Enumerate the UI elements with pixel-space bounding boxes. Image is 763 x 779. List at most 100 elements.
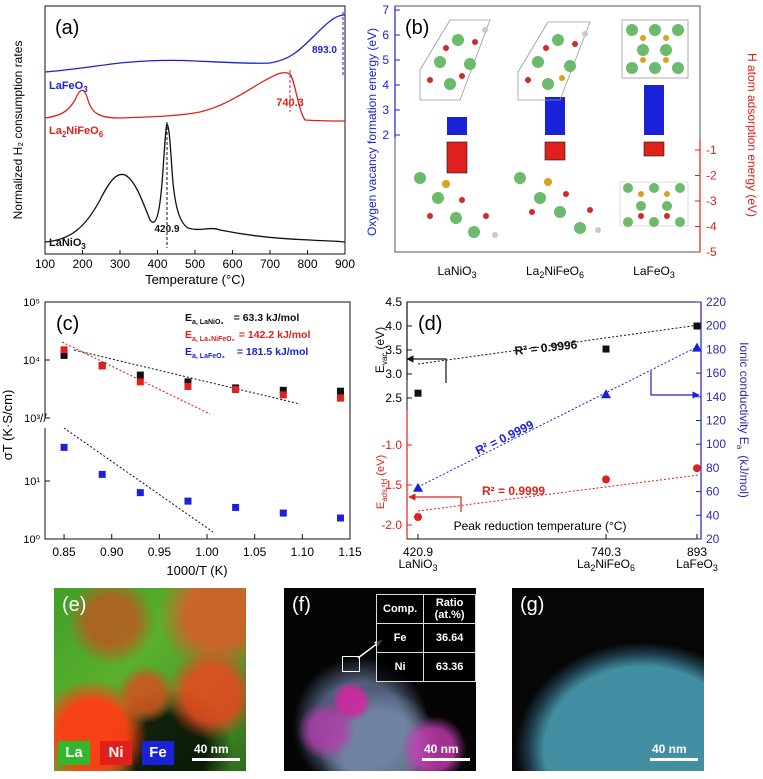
d-point-ionic-ea: [601, 389, 611, 399]
d-left-tick-label: -2.0: [381, 518, 402, 532]
c-xtick-label: 1.15: [338, 545, 362, 559]
c-ytick-label: 10⁰: [23, 534, 40, 546]
figure-canvas: 100 200 300 400 500 600 700 800 900 (a) Temperat…: [0, 3, 759, 578]
c-point-LaFeO₃: [98, 470, 106, 478]
r2-evac: R² = 0.9996: [514, 337, 578, 358]
a-xtick-label: 500: [185, 257, 205, 271]
em-g-scale-text: 40 nm: [652, 742, 687, 756]
ionic-axis-arrow: [650, 371, 700, 399]
panel-d-points: [413, 322, 702, 521]
panel-d-xcat-lafeo3: LaFeO3: [676, 557, 718, 573]
bar-hads-la2nifeo6: [544, 141, 566, 161]
c-point-LaNiO₃: [136, 371, 144, 379]
c-xtick-label: 1.00: [195, 545, 219, 559]
d-right-tick-label: 40: [706, 508, 720, 522]
r2-ionic-ea: R² = 0.9999: [473, 417, 536, 457]
panel-a-ylabel: Normalized H₂ consumption rates: [11, 41, 25, 220]
fit-line-lafeo3: [63, 427, 214, 533]
c-xtick-label: 1.10: [291, 545, 315, 559]
em-g-label: (g): [520, 594, 545, 616]
panel-d-xlabel: Peak reduction temperature (°C): [454, 519, 627, 533]
b-left-tick-label: 3: [382, 103, 389, 117]
panel-c-axis-break-mask: [40, 418, 54, 428]
fit-line-lanio3: [73, 349, 301, 405]
d-right-tick-label: 100: [706, 437, 726, 451]
c-point-LaFeO₃: [136, 489, 144, 497]
panel-d-right-ylabel: Ionic conductivity Ea(kJ/mol): [735, 342, 751, 498]
c-point-La₂NiFeO₆: [336, 394, 344, 402]
em-panel-e: (e) La Ni Fe 40 nm: [54, 588, 246, 771]
d-right-tick-label: 220: [706, 295, 726, 309]
d-left-tick-label: -1.0: [381, 438, 402, 452]
c-ytick-label: 10⁵: [23, 297, 40, 309]
d-left-tick-label: -1.5: [381, 478, 402, 492]
b-right-tick-label: -2: [706, 169, 717, 183]
c-point-LaFeO₃: [60, 443, 68, 451]
d-right-tick-label: 120: [706, 414, 726, 428]
b-left-tick-label: 6: [382, 28, 389, 42]
c-xtick-label: 0.85: [52, 545, 76, 559]
d-left-tick-label: 4.0: [385, 319, 402, 333]
d-left-tick-label: 3.0: [385, 367, 402, 381]
d-point-eads: [602, 475, 610, 484]
lafeo3-peak-value: 893.0: [312, 45, 337, 56]
d-point-ionic-ea: [692, 342, 702, 352]
c-point-LaFeO₃: [336, 514, 344, 522]
fit-line-evac: [417, 324, 700, 365]
a-xtick-label: 300: [110, 257, 130, 271]
evac-axis-arrow: [406, 355, 447, 383]
lafeo3-series-label: LaFeO3: [49, 80, 88, 94]
bar-evac-lafeo3: [644, 85, 664, 135]
em-f-selection-box: [342, 656, 360, 672]
d-right-tick-label: 140: [706, 390, 726, 404]
c-ytick-label: 10¹: [24, 476, 40, 488]
structure-lafeo3-top: [621, 19, 689, 79]
em-e-label: (e): [62, 594, 87, 616]
d-right-tick-label: 160: [706, 366, 726, 380]
d-right-tick-label: 20: [706, 532, 720, 546]
c-point-La₂NiFeO₆: [184, 382, 192, 390]
panel-a: 100 200 300 400 500 600 700 800 900 (a) Temperat…: [11, 5, 355, 287]
c-xtick-label: 0.90: [100, 545, 124, 559]
panel-d: 2.5 3.0 3.5 4.0 4.5 -1.0 -1.5 -2.0 20 40 60 80 100 1…: [373, 295, 751, 573]
d-point-eads: [693, 464, 701, 473]
curve-lafeo3: [44, 14, 345, 73]
ea-la2nifeo6-label: Ea, La₂NiFeO₆ = 142.2 kJ/mol: [185, 329, 310, 343]
structure-lanio3-top: [419, 19, 491, 101]
fit-line-eads: [417, 474, 700, 512]
em-g-scalebar: [650, 758, 698, 761]
panel-d-xcat-lanio3: LaNiO3: [398, 557, 437, 573]
structure-lanio3-bottom: [414, 172, 498, 238]
a-xtick-label: 600: [222, 257, 242, 271]
c-xtick-label: 0.95: [148, 545, 172, 559]
r2-eads: R² = 0.9999: [482, 484, 545, 498]
panel-c-points: [60, 346, 344, 522]
bar-evac-la2nifeo6: [545, 97, 565, 135]
em-f-row-fe-label: Fe: [375, 623, 425, 653]
d-left-tick-label: 2.5: [385, 391, 402, 405]
panel-b: 2 3 4 5 6 7 -1 -2 -3 -4 -5 (b) Oxygen vacancy for…: [365, 3, 759, 280]
a-xtick-label: 200: [72, 257, 92, 271]
d-left-tick-label: 3.5: [385, 343, 402, 357]
b-left-tick-label: 5: [382, 53, 389, 67]
a-xtick-label: 900: [335, 257, 355, 271]
panel-d-xcat-la2nifeo6: La2NiFeO6: [577, 557, 635, 573]
panel-c-axis-break-mark: //: [40, 411, 47, 425]
c-point-La₂NiFeO₆: [232, 386, 240, 394]
d-right-tick-label: 80: [706, 461, 720, 475]
c-point-LaNiO₃: [336, 387, 344, 395]
d-right-tick-label: 60: [706, 485, 720, 499]
curve-lanio3: [44, 123, 346, 243]
b-right-tick-label: -5: [706, 245, 717, 259]
b-left-tick-label: 2: [382, 128, 389, 142]
b-left-tick-label: 7: [382, 3, 389, 17]
a-xtick-label: 800: [297, 257, 317, 271]
b-right-tick-label: -4: [706, 220, 717, 234]
panel-b-right-ticks: -1 -2 -3 -4 -5: [695, 143, 717, 259]
em-panel-g: (g) 40 nm: [512, 588, 704, 771]
d-point-eads: [414, 513, 422, 521]
panel-c: // 0.85 0.90 0.95 1.00 1.05 1.10 1.15 10³10⁴10…: [0, 297, 362, 578]
c-point-La₂NiFeO₆: [60, 346, 68, 354]
em-f-th-comp: Comp.: [375, 594, 425, 624]
em-f-row-fe-value: 36.64: [423, 623, 476, 653]
